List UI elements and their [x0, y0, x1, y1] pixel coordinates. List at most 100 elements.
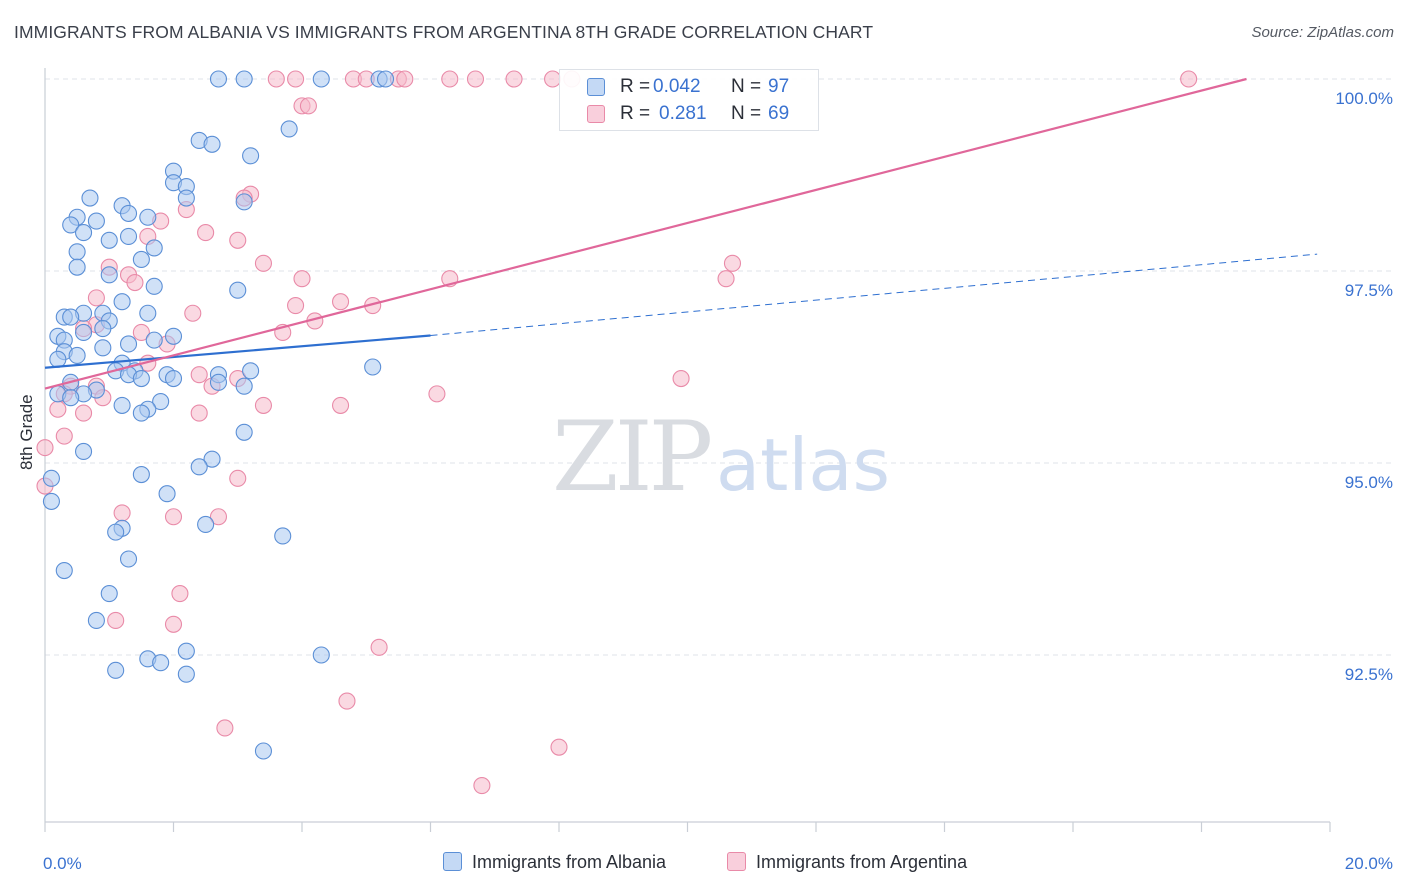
albania-point: [242, 147, 260, 165]
albania-point: [164, 327, 183, 345]
albania-point: [100, 585, 118, 603]
y-tick-label: 100.0%: [1335, 89, 1393, 108]
legend-r-value: 0.042: [653, 76, 701, 97]
albania-point: [203, 135, 221, 153]
albania-point: [132, 250, 150, 269]
argentina-point: [75, 404, 93, 422]
albania-point: [68, 258, 86, 276]
albania-point: [177, 189, 195, 207]
albania-trend-solid: [44, 334, 431, 369]
albania-point: [75, 224, 93, 242]
albania-point: [75, 323, 93, 341]
argentina-point: [370, 638, 388, 656]
legend-n-value: 97: [768, 76, 790, 97]
albania-point: [42, 469, 60, 487]
argentina-point: [36, 439, 54, 457]
legend-r-label: R =: [620, 103, 651, 124]
albania-point: [68, 346, 86, 365]
argentina-point: [229, 231, 247, 249]
albania-point: [132, 404, 150, 422]
albania-point: [197, 515, 215, 533]
albania-point: [145, 239, 163, 257]
argentina-point: [197, 224, 215, 242]
albania-point: [242, 362, 260, 380]
legend-r-value: 0.281: [659, 103, 707, 124]
argentina-point: [287, 297, 305, 315]
x-tick-labels: 0.0% 20.0%: [43, 854, 1393, 873]
albania-point: [312, 646, 330, 664]
albania-point: [152, 393, 170, 411]
argentina-point: [473, 777, 491, 795]
albania-point: [145, 331, 163, 349]
albania-point: [49, 350, 67, 368]
albania-point: [119, 550, 138, 568]
bottom-legend-label-albania: Immigrants from Albania: [472, 852, 667, 872]
correlation-legend: R = 0.042 N = 97 R = 0.281 N = 69: [559, 69, 819, 131]
source-label: Source: ZipAtlas.com: [1251, 24, 1394, 41]
argentina-point: [293, 270, 311, 288]
albania-point: [280, 120, 298, 138]
argentina-point: [466, 70, 485, 88]
albania-trend-dashed: [430, 253, 1318, 337]
albania-point: [81, 189, 99, 207]
legend-row-albania: R = 0.042 N = 97: [560, 74, 818, 100]
argentina-point: [299, 97, 317, 115]
albania-point: [152, 654, 170, 672]
y-tick-label: 92.5%: [1345, 665, 1393, 684]
albania-point: [254, 742, 273, 760]
argentina-trend-solid: [44, 77, 1247, 390]
x-tick-label: 0.0%: [43, 854, 82, 873]
albania-point: [113, 396, 131, 414]
argentina-point: [441, 70, 459, 88]
argentina-point: [132, 323, 150, 341]
albania-point: [94, 339, 112, 357]
argentina-point: [254, 396, 273, 414]
albania-point: [312, 70, 330, 88]
argentina-point: [1180, 70, 1198, 88]
watermark-atlas: atlas: [716, 423, 890, 507]
legend-r-label: R =: [620, 76, 651, 97]
argentina-point: [126, 273, 144, 292]
albania-point: [235, 193, 253, 211]
argentina-point: [505, 70, 523, 88]
albania-point: [209, 70, 228, 88]
x-tick-label: 20.0%: [1345, 854, 1393, 873]
albania-point: [55, 561, 73, 580]
albania-point: [364, 358, 382, 376]
albania-point: [132, 369, 150, 388]
albania-point: [87, 212, 105, 230]
albania-point: [75, 442, 93, 461]
albania-point: [145, 277, 163, 295]
argentina-point: [331, 396, 350, 414]
albania-point: [100, 231, 118, 249]
argentina-point: [113, 504, 131, 522]
albania-point: [209, 373, 228, 391]
albania-point: [100, 266, 118, 284]
bottom-legend-swatch-argentina: [727, 852, 746, 871]
argentina-point: [229, 469, 247, 487]
albania-point: [132, 465, 150, 484]
bottom-legend-argentina: Immigrants from Argentina: [727, 852, 967, 873]
argentina-point: [254, 254, 273, 272]
albania-point: [177, 665, 195, 683]
legend-n-value: 69: [768, 103, 790, 124]
legend-n-label: N =: [731, 103, 762, 124]
albania-point: [190, 458, 208, 476]
argentina-point: [331, 293, 350, 311]
bottom-legend-label-argentina: Immigrants from Argentina: [756, 852, 968, 872]
albania-point: [94, 320, 112, 338]
argentina-point: [55, 427, 73, 445]
watermark-zip: ZIP: [552, 401, 711, 513]
argentina-point: [723, 254, 742, 272]
y-tick-label: 95.0%: [1345, 473, 1393, 492]
legend-swatch-albania: [587, 78, 605, 96]
y-axis-label: 8th Grade: [17, 394, 36, 470]
argentina-point: [287, 70, 305, 88]
argentina-point: [184, 304, 202, 322]
argentina-point: [190, 404, 208, 422]
trend-lines: [44, 77, 1318, 390]
argentina-point: [164, 508, 183, 526]
series-albania-points: [42, 70, 395, 760]
argentina-point: [164, 615, 183, 633]
y-tick-label: 97.5%: [1345, 281, 1393, 300]
